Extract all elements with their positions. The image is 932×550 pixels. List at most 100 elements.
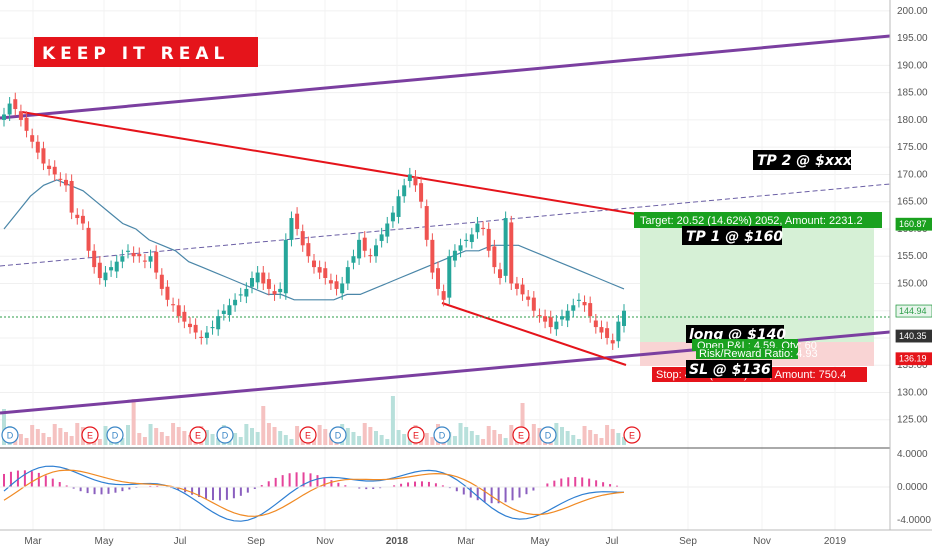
macd-histogram-bar xyxy=(393,485,396,487)
svg-text:SL @ $136: SL @ $136 xyxy=(689,362,771,378)
volume-bar xyxy=(171,423,176,445)
volume-bar xyxy=(126,425,130,445)
candle-body xyxy=(75,214,80,219)
x-tick-label: Mar xyxy=(457,536,475,547)
macd-histogram-bar xyxy=(65,485,68,487)
candle-body xyxy=(148,256,153,262)
candle-body xyxy=(548,317,553,328)
upper-channel-line xyxy=(0,34,891,120)
candle-body xyxy=(407,174,412,181)
dividend-marker[interactable] xyxy=(106,426,124,444)
event-marker-label: D xyxy=(545,431,552,441)
x-tick-label: May xyxy=(95,536,114,547)
candle-body xyxy=(340,283,345,294)
volume-bar xyxy=(120,438,125,445)
macd-histogram-bar xyxy=(316,475,319,487)
rr-box: Risk/Reward Ratio: 4.93 xyxy=(696,348,818,360)
macd-histogram-bar xyxy=(532,486,535,491)
volume-bar xyxy=(357,436,362,445)
volume-bar xyxy=(486,426,491,445)
dividend-marker[interactable] xyxy=(329,426,347,444)
macd-histogram-bar xyxy=(372,486,375,489)
volume-bar xyxy=(526,437,531,445)
candle-body xyxy=(537,315,542,317)
volume-bar xyxy=(289,439,294,445)
candle-body xyxy=(266,279,271,289)
candle-body xyxy=(64,179,68,186)
tp1-label: TP 1 @ $160 xyxy=(682,226,783,245)
dividend-marker[interactable] xyxy=(539,426,557,444)
macd-histogram-bar xyxy=(107,486,110,494)
earnings-marker[interactable] xyxy=(512,426,530,444)
candle-body xyxy=(188,323,192,328)
candle-body xyxy=(362,237,367,251)
candle-body xyxy=(413,176,418,186)
macd-histogram-bar xyxy=(414,481,417,487)
candle-body xyxy=(328,280,333,284)
dividend-marker[interactable] xyxy=(1,426,19,444)
price-tag-label: 144.94 xyxy=(899,306,927,316)
earnings-marker[interactable] xyxy=(189,426,207,444)
macd-histogram-bar xyxy=(379,486,382,489)
macd-histogram-bar xyxy=(274,477,277,487)
wedge-upper-line xyxy=(21,111,637,215)
earnings-marker[interactable] xyxy=(623,426,641,444)
earnings-marker[interactable] xyxy=(299,426,317,444)
price-tag-label: 136.19 xyxy=(899,354,927,364)
volume-bar xyxy=(379,435,384,445)
brand-badge: KEEP IT REAL xyxy=(34,37,258,67)
macd-histogram-bar xyxy=(567,477,570,487)
macd-histogram-bar xyxy=(239,486,242,496)
event-marker-label: D xyxy=(112,431,119,441)
volume-bar xyxy=(385,439,390,445)
macd-histogram-bar xyxy=(483,486,486,503)
candle-body xyxy=(80,215,85,224)
volume-bar xyxy=(52,424,57,445)
candle-body xyxy=(238,294,243,296)
volume-bar xyxy=(278,431,283,445)
candle-body xyxy=(582,301,587,306)
macd-histogram-bar xyxy=(469,486,472,498)
price-tag xyxy=(895,304,932,318)
candle-body xyxy=(30,135,35,142)
volume-bar xyxy=(345,428,350,445)
macd-tick-label: 4.0000 xyxy=(897,449,928,460)
price-tag-label: 160.87 xyxy=(899,219,927,229)
dividend-marker[interactable] xyxy=(433,426,451,444)
earnings-marker[interactable] xyxy=(407,426,425,444)
macd-histogram-bar xyxy=(365,486,368,490)
event-marker-label: D xyxy=(335,431,342,441)
volume-bar xyxy=(593,434,598,445)
svg-text:Target: 20.52 (14.62%) 2052, A: Target: 20.52 (14.62%) 2052, Amount: 223… xyxy=(640,215,863,227)
volume-bar xyxy=(374,431,378,445)
candle-body xyxy=(610,340,615,344)
volume-bar xyxy=(396,430,401,445)
dividend-marker[interactable] xyxy=(216,426,234,444)
candle-body xyxy=(126,250,130,252)
y-tick-label: 200.00 xyxy=(897,6,928,17)
x-tick-label: Jul xyxy=(174,536,187,547)
volume-bar xyxy=(137,433,142,445)
macd-histogram-bar xyxy=(581,477,584,487)
volume-bar xyxy=(582,426,587,445)
macd-histogram-bar xyxy=(288,473,291,487)
macd-histogram-bar xyxy=(23,470,26,487)
macd-histogram-bar xyxy=(504,486,507,503)
y-tick-label: 195.00 xyxy=(897,33,928,44)
x-tick-label: Sep xyxy=(247,536,265,547)
candle-body xyxy=(255,272,260,283)
price-tag-label: 140.35 xyxy=(899,331,927,341)
earnings-marker[interactable] xyxy=(81,426,99,444)
macd-histogram-bar xyxy=(281,475,284,487)
svg-text:Risk/Reward Ratio: 4.93: Risk/Reward Ratio: 4.93 xyxy=(699,348,818,360)
volume-bar xyxy=(605,425,610,445)
macd-histogram-bar xyxy=(441,485,444,487)
candle-body xyxy=(469,234,474,243)
moving-average-line xyxy=(3,179,625,301)
macd-histogram-bar xyxy=(448,486,451,489)
candle-body xyxy=(430,239,435,273)
volume-bar xyxy=(520,403,525,445)
candle-body xyxy=(520,284,525,295)
candle-body xyxy=(385,223,390,237)
